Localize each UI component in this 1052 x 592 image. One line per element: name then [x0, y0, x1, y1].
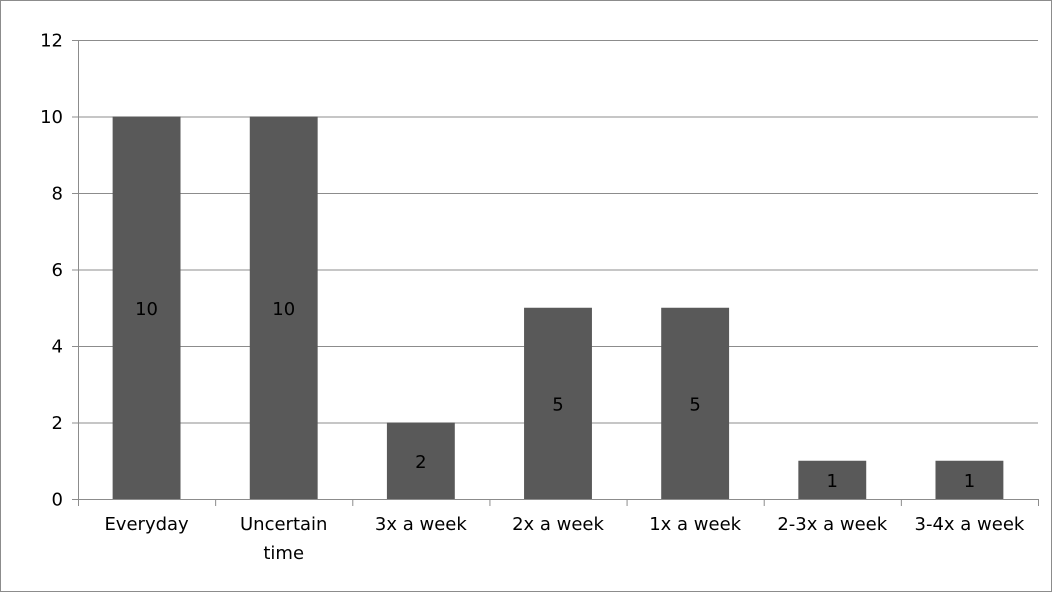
data-label-1: 10	[272, 299, 295, 320]
y-tick-label-0: 0	[52, 490, 63, 511]
x-tick-label-2: 3x a week	[375, 514, 467, 535]
bar-5	[798, 460, 867, 499]
x-tick-label-0: Everyday	[104, 514, 189, 535]
bar-1	[249, 116, 318, 499]
bars	[112, 116, 1004, 499]
x-tick-label-3: 2x a week	[512, 514, 604, 535]
data-label-5: 1	[827, 471, 838, 492]
data-label-0: 10	[135, 299, 158, 320]
y-tick-label-8: 8	[52, 184, 63, 205]
labels: 0 2 4 6 8 10 12 10 Everyday 10 Uncertain time 2 3x a …	[40, 31, 1025, 565]
data-label-2: 2	[415, 452, 426, 473]
bar-3	[524, 307, 592, 499]
y-tick-label-12: 12	[40, 31, 63, 52]
y-tick-label-6: 6	[52, 260, 63, 281]
x-tick-label-1: Uncertain time	[240, 514, 327, 564]
y-tick-label-10: 10	[40, 107, 63, 128]
x-tick-label-6: 3-4x a week	[915, 514, 1025, 535]
data-label-3: 5	[552, 394, 563, 415]
gridlines	[78, 40, 1038, 424]
bar-4	[661, 307, 730, 499]
x-tick-label-5: 2-3x a week	[777, 514, 887, 535]
bar-6	[935, 460, 1004, 499]
x-tick-label-4: 1x a week	[649, 514, 741, 535]
y-tick-label-2: 2	[52, 413, 63, 434]
data-label-4: 5	[689, 394, 700, 415]
bar-2	[386, 422, 455, 499]
bar-0	[112, 116, 181, 499]
axes	[72, 40, 1039, 506]
data-label-6: 1	[964, 471, 975, 492]
y-tick-label-4: 4	[52, 337, 63, 358]
